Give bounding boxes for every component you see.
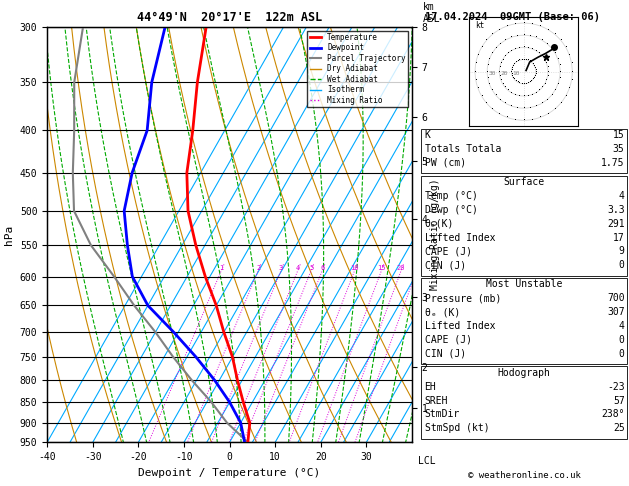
Text: 238°: 238° — [601, 410, 625, 419]
Text: θₑ(K): θₑ(K) — [425, 219, 454, 229]
Text: Temp (°C): Temp (°C) — [425, 191, 477, 201]
Text: CAPE (J): CAPE (J) — [425, 335, 472, 345]
Text: 3: 3 — [279, 264, 283, 271]
Text: 1: 1 — [220, 264, 223, 271]
Text: Hodograph: Hodograph — [498, 368, 551, 378]
Legend: Temperature, Dewpoint, Parcel Trajectory, Dry Adiabat, Wet Adiabat, Isotherm, Mi: Temperature, Dewpoint, Parcel Trajectory… — [308, 31, 408, 107]
Text: 17: 17 — [613, 232, 625, 243]
Text: 2: 2 — [256, 264, 260, 271]
Text: 57: 57 — [613, 396, 625, 406]
Text: 20: 20 — [501, 71, 508, 76]
Text: 5: 5 — [309, 264, 313, 271]
Text: 700: 700 — [607, 294, 625, 303]
Text: 25: 25 — [613, 423, 625, 434]
Text: EH: EH — [425, 382, 437, 392]
Text: Surface: Surface — [504, 177, 545, 187]
Text: 4: 4 — [296, 264, 300, 271]
Text: 307: 307 — [607, 307, 625, 317]
Text: K: K — [425, 130, 430, 140]
Text: CIN (J): CIN (J) — [425, 260, 465, 270]
Text: 0: 0 — [619, 349, 625, 359]
Text: 10: 10 — [513, 71, 520, 76]
Text: 3.3: 3.3 — [607, 205, 625, 215]
Text: LCL: LCL — [418, 456, 435, 466]
Text: 15: 15 — [613, 130, 625, 140]
Text: Dewp (°C): Dewp (°C) — [425, 205, 477, 215]
Text: 0: 0 — [619, 335, 625, 345]
Text: 35: 35 — [613, 144, 625, 154]
Text: 17.04.2024  09GMT (Base: 06): 17.04.2024 09GMT (Base: 06) — [425, 12, 599, 22]
Text: 0: 0 — [619, 260, 625, 270]
Text: Lifted Index: Lifted Index — [425, 321, 495, 331]
Text: Most Unstable: Most Unstable — [486, 279, 562, 290]
Text: km
ASL: km ASL — [423, 2, 441, 24]
Text: 1.75: 1.75 — [601, 158, 625, 168]
Text: StmSpd (kt): StmSpd (kt) — [425, 423, 489, 434]
Text: 20: 20 — [397, 264, 405, 271]
Text: 291: 291 — [607, 219, 625, 229]
X-axis label: Dewpoint / Temperature (°C): Dewpoint / Temperature (°C) — [138, 468, 321, 478]
Title: 44°49'N  20°17'E  122m ASL: 44°49'N 20°17'E 122m ASL — [137, 11, 322, 24]
Text: -23: -23 — [607, 382, 625, 392]
Text: 4: 4 — [619, 321, 625, 331]
Text: CAPE (J): CAPE (J) — [425, 246, 472, 257]
Y-axis label: hPa: hPa — [4, 225, 14, 244]
Y-axis label: Mixing Ratio (g/kg): Mixing Ratio (g/kg) — [430, 179, 440, 290]
Text: Totals Totala: Totals Totala — [425, 144, 501, 154]
Text: 4: 4 — [619, 191, 625, 201]
Text: © weatheronline.co.uk: © weatheronline.co.uk — [468, 471, 581, 480]
Text: 25: 25 — [413, 264, 421, 271]
Text: SREH: SREH — [425, 396, 448, 406]
Text: θₑ (K): θₑ (K) — [425, 307, 460, 317]
Text: CIN (J): CIN (J) — [425, 349, 465, 359]
Text: Lifted Index: Lifted Index — [425, 232, 495, 243]
Text: StmDir: StmDir — [425, 410, 460, 419]
Text: kt: kt — [475, 20, 484, 30]
Text: Pressure (mb): Pressure (mb) — [425, 294, 501, 303]
Text: 10: 10 — [350, 264, 359, 271]
Text: PW (cm): PW (cm) — [425, 158, 465, 168]
Text: 30: 30 — [488, 71, 496, 76]
Text: 15: 15 — [377, 264, 386, 271]
Text: 6: 6 — [320, 264, 325, 271]
Text: 9: 9 — [619, 246, 625, 257]
